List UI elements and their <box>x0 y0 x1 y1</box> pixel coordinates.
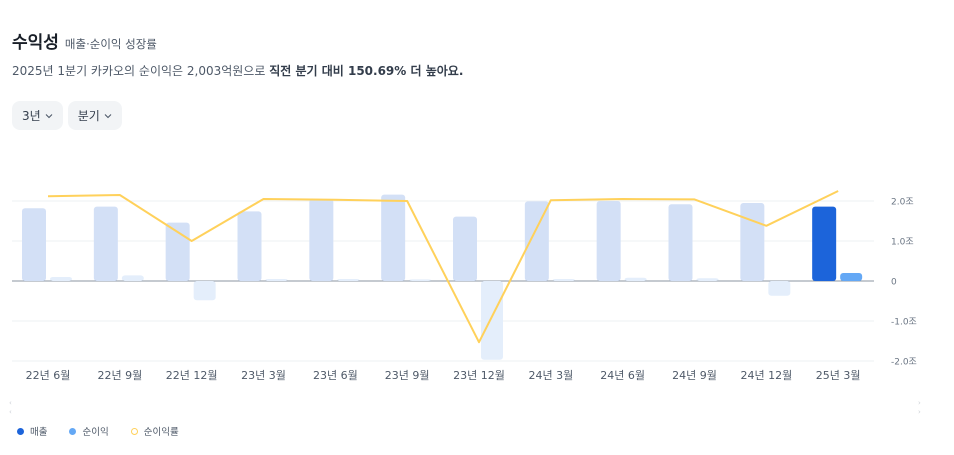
net-income-bar[interactable] <box>265 279 288 281</box>
x-tick-label: 23년 12월 <box>453 369 505 382</box>
summary-text: 2025년 1분기 카카오의 순이익은 2,003억원으로 직전 분기 대비 1… <box>12 62 463 79</box>
net-income-bar[interactable] <box>409 279 432 281</box>
revenue-bar[interactable] <box>381 194 406 281</box>
chevron-down-icon <box>45 113 53 118</box>
y-axis-labels: 2.0조 1.0조 0 -1.0조 -2.0조 <box>891 198 917 368</box>
legend-revenue-label: 매출 <box>30 427 48 438</box>
page-subtitle: 매출·순이익 성장률 <box>64 37 157 51</box>
net-income-bar[interactable] <box>696 278 719 281</box>
net-income-bar[interactable] <box>121 275 144 281</box>
summary-prefix: 2025년 1분기 카카오의 순이익은 2,003억원으로 <box>12 64 270 78</box>
x-tick-label: 24년 6월 <box>600 369 645 382</box>
revenue-bar[interactable] <box>309 199 334 281</box>
x-tick-label: 23년 6월 <box>313 369 358 382</box>
net-income-bar[interactable] <box>481 281 503 360</box>
x-tick-label: 22년 9월 <box>97 369 142 382</box>
y-tick-label: 2.0조 <box>891 198 914 208</box>
net-income-bar[interactable] <box>50 277 72 281</box>
legend-margin-label: 순이익률 <box>143 427 179 438</box>
filter-bar: 3년 분기 <box>12 101 122 130</box>
profitability-chart: 22년 6월 22년 9월 22년 12월 23년 3월 23년 6월 23년 9월 23년… <box>12 190 917 382</box>
x-tick-label: 22년 12월 <box>166 369 218 382</box>
net-income-bar[interactable] <box>624 277 647 281</box>
x-axis-labels: 22년 6월 22년 9월 22년 12월 23년 3월 23년 6월 23년 9월 23년… <box>26 369 861 382</box>
y-tick-label: -2.0조 <box>891 358 917 368</box>
scroll-right-icon[interactable]: › › <box>918 399 921 416</box>
period-range-label: 3년 <box>22 109 41 123</box>
x-tick-label: 24년 9월 <box>672 369 717 382</box>
summary-highlight: 직전 분기 대비 150.69% 더 높아요. <box>269 64 464 78</box>
net-margin-line[interactable] <box>47 190 839 344</box>
legend-margin[interactable]: 순이익률 <box>130 424 179 438</box>
y-tick-label: -1.0조 <box>891 318 917 328</box>
scroll-left-icon[interactable]: ‹ ‹ <box>9 399 12 416</box>
net-income-bar[interactable] <box>840 273 863 281</box>
revenue-bar[interactable] <box>668 204 693 281</box>
page-title: 수익성 <box>12 33 59 53</box>
x-tick-label: 24년 12월 <box>740 369 792 382</box>
net-income-bar[interactable] <box>768 281 791 296</box>
revenue-bar[interactable] <box>237 211 262 281</box>
legend-net-income-swatch <box>69 427 77 435</box>
y-tick-label: 1.0조 <box>891 238 914 248</box>
y-tick-label: 0 <box>891 278 897 288</box>
revenue-bar[interactable] <box>524 201 549 281</box>
x-tick-label: 25년 3월 <box>816 369 861 382</box>
legend-margin-swatch <box>130 427 138 435</box>
revenue-bar[interactable] <box>453 216 477 281</box>
net-income-bar[interactable] <box>193 281 216 301</box>
revenue-bar[interactable] <box>22 208 46 281</box>
revenue-bar[interactable] <box>596 201 621 281</box>
period-unit-label: 분기 <box>77 109 100 123</box>
revenue-bar[interactable] <box>740 203 765 281</box>
legend-net-income-label: 순이익 <box>82 427 109 438</box>
x-tick-label: 23년 9월 <box>385 369 430 382</box>
x-tick-label: 23년 3월 <box>241 369 286 382</box>
revenue-bar[interactable] <box>93 206 118 281</box>
net-income-bar[interactable] <box>337 279 360 281</box>
legend-revenue[interactable]: 매출 <box>17 424 47 438</box>
x-tick-label: 24년 3월 <box>528 369 573 382</box>
legend-revenue-swatch <box>17 427 24 435</box>
line-layer <box>47 190 839 344</box>
chart-legend: 매출 순이익 순이익률 <box>17 424 179 438</box>
revenue-bar[interactable] <box>165 222 190 281</box>
period-range-dropdown[interactable]: 3년 <box>12 101 63 130</box>
x-tick-label: 22년 6월 <box>26 369 71 382</box>
revenue-bar[interactable] <box>812 206 837 281</box>
chevron-down-icon <box>104 113 112 118</box>
legend-net-income[interactable]: 순이익 <box>69 424 109 438</box>
title-row: 수익성 매출·순이익 성장률 <box>12 28 157 53</box>
period-unit-dropdown[interactable]: 분기 <box>67 101 122 130</box>
grid-layer <box>12 200 874 362</box>
bars-layer <box>22 194 863 360</box>
net-income-bar[interactable] <box>552 279 575 281</box>
